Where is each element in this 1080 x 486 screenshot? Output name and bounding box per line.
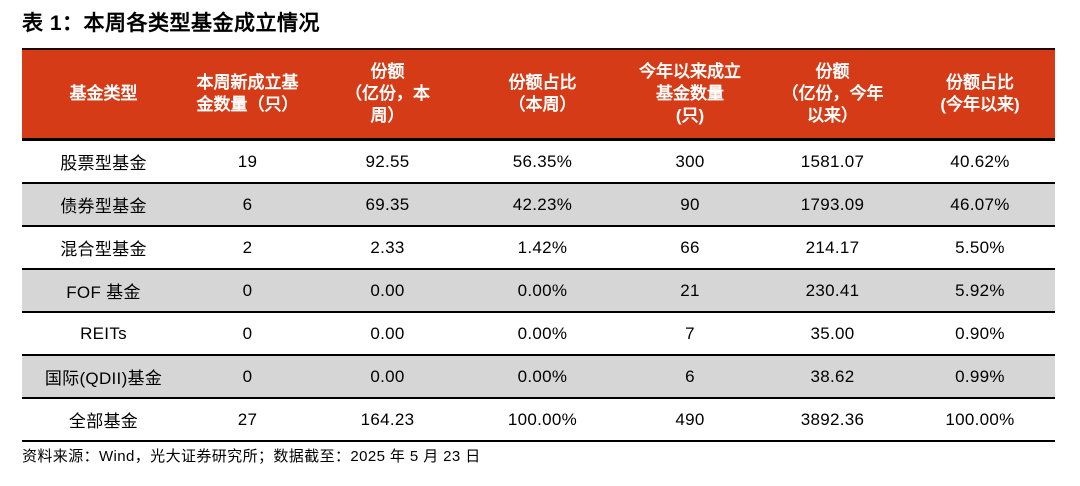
- fund-type-cell: 股票型基金: [60, 154, 147, 173]
- week-share-pct-cell: 0.00%: [517, 280, 568, 300]
- column-header-ytd-share-pct: 份额占比 (今年以来): [940, 73, 1020, 114]
- column-header-week-shares: 份额 （亿份，本 周）: [345, 62, 430, 125]
- ytd-count-cell: 90: [680, 194, 700, 214]
- fund-type-cell: 全部基金: [68, 412, 139, 431]
- week-count-cell: 0: [242, 280, 253, 300]
- fund-establishment-table: 基金类型 本周新成立基 金数量（只） 份额 （亿份，本 周） 份额占比 （本周）…: [22, 48, 1055, 442]
- ytd-shares-cell: 214.17: [805, 237, 860, 257]
- ytd-share-pct-cell: 40.62%: [950, 151, 1010, 171]
- column-header-fund-type: 基金类型: [69, 84, 138, 103]
- ytd-shares-cell: 1581.07: [800, 151, 865, 171]
- column-header-week-share-pct: 份额占比 （本周）: [508, 73, 577, 114]
- ytd-count-cell: 6: [685, 366, 695, 386]
- table-row-reits: REITs 0 0.00 0.00% 7 35.00 0.90%: [22, 312, 1055, 355]
- week-shares-cell: 0.00: [370, 366, 405, 386]
- column-header-ytd-shares: 份额 （亿份，今年 以来）: [781, 62, 884, 125]
- ytd-count-cell: 300: [675, 151, 705, 171]
- table-row-all-funds: 全部基金 27 164.23 100.00% 490 3892.36 100.0…: [22, 398, 1055, 441]
- column-header-ytd-count: 今年以来成立 基金数量 (只): [639, 62, 741, 125]
- ytd-share-pct-cell: 100.00%: [945, 409, 1015, 429]
- week-count-cell: 2: [242, 237, 253, 257]
- fund-type-cell: 债券型基金: [60, 197, 147, 216]
- source-note: 资料来源：Wind，光大证券研究所；数据截至：2025 年 5 月 23 日: [22, 448, 481, 465]
- week-count-cell: 0: [242, 323, 253, 343]
- table-body: 股票型基金 19 92.55 56.35% 300 1581.07 40.62%…: [22, 139, 1055, 441]
- ytd-shares-cell: 38.62: [810, 366, 855, 386]
- table-row-qdii-funds: 国际(QDII)基金 0 0.00 0.00% 6 38.62 0.99%: [22, 355, 1055, 398]
- table-row-hybrid-funds: 混合型基金 2 2.33 1.42% 66 214.17 5.50%: [22, 226, 1055, 269]
- week-share-pct-cell: 56.35%: [512, 151, 573, 171]
- ytd-shares-cell: 1793.09: [800, 194, 865, 214]
- week-share-pct-cell: 100.00%: [507, 409, 578, 429]
- fund-type-cell: REITs: [80, 323, 127, 343]
- week-shares-cell: 69.35: [365, 194, 410, 214]
- ytd-shares-cell: 230.41: [805, 280, 860, 300]
- fund-type-cell: 国际(QDII)基金: [44, 369, 163, 388]
- fund-type-cell: 混合型基金: [60, 240, 147, 259]
- ytd-share-pct-cell: 0.99%: [955, 366, 1005, 386]
- fund-type-cell: FOF 基金: [66, 283, 141, 302]
- week-count-cell: 0: [242, 366, 253, 386]
- table-row-fof-funds: FOF 基金 0 0.00 0.00% 21 230.41 5.92%: [22, 269, 1055, 312]
- ytd-share-pct-cell: 5.92%: [955, 280, 1005, 300]
- week-share-pct-cell: 42.23%: [512, 194, 573, 214]
- header-row: 基金类型 本周新成立基 金数量（只） 份额 （亿份，本 周） 份额占比 （本周）…: [22, 49, 1055, 140]
- week-count-cell: 6: [242, 194, 253, 214]
- ytd-shares-cell: 35.00: [810, 323, 855, 343]
- week-count-cell: 27: [237, 409, 258, 429]
- week-share-pct-cell: 0.00%: [517, 323, 568, 343]
- ytd-count-cell: 21: [680, 280, 700, 300]
- week-count-cell: 19: [237, 151, 258, 171]
- week-share-pct-cell: 1.42%: [517, 237, 568, 257]
- week-shares-cell: 0.00: [370, 323, 405, 343]
- table-title: 表 1：本周各类型基金成立情况: [22, 12, 321, 35]
- ytd-share-pct-cell: 0.90%: [955, 323, 1005, 343]
- ytd-count-cell: 66: [680, 237, 700, 257]
- week-shares-cell: 92.55: [365, 151, 410, 171]
- ytd-count-cell: 7: [685, 323, 695, 343]
- week-shares-cell: 164.23: [360, 409, 415, 429]
- week-shares-cell: 0.00: [370, 280, 405, 300]
- table-row-equity-funds: 股票型基金 19 92.55 56.35% 300 1581.07 40.62%: [22, 139, 1055, 183]
- ytd-share-pct-cell: 5.50%: [955, 237, 1005, 257]
- week-share-pct-cell: 0.00%: [517, 366, 568, 386]
- week-shares-cell: 2.33: [370, 237, 405, 257]
- table-row-bond-funds: 债券型基金 6 69.35 42.23% 90 1793.09 46.07%: [22, 183, 1055, 226]
- ytd-shares-cell: 3892.36: [800, 409, 865, 429]
- table-header: 基金类型 本周新成立基 金数量（只） 份额 （亿份，本 周） 份额占比 （本周）…: [22, 49, 1055, 140]
- ytd-count-cell: 490: [675, 409, 705, 429]
- ytd-share-pct-cell: 46.07%: [950, 194, 1010, 214]
- column-header-week-new-count: 本周新成立基 金数量（只）: [196, 73, 299, 114]
